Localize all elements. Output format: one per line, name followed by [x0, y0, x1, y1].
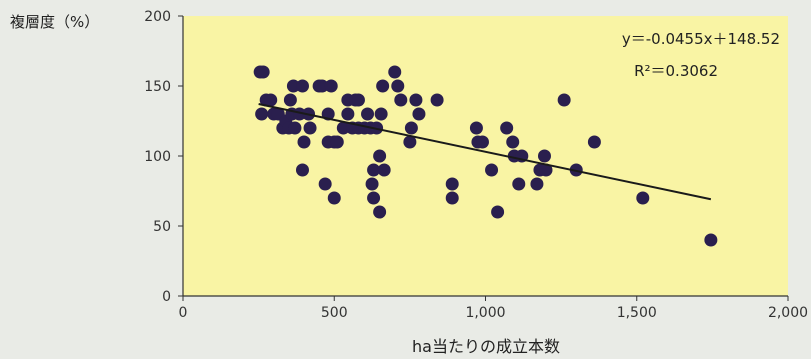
- data-point: [286, 79, 300, 93]
- x-tick-label: 2,000: [768, 305, 808, 321]
- data-point: [374, 107, 388, 121]
- y-tick-label: 50: [153, 219, 171, 235]
- data-point: [367, 163, 381, 177]
- y-tick-label: 0: [162, 289, 171, 305]
- data-point: [255, 107, 269, 121]
- y-tick-label: 150: [144, 79, 171, 95]
- data-point: [537, 149, 551, 163]
- data-point: [365, 177, 379, 191]
- data-point: [318, 177, 332, 191]
- data-point: [373, 205, 387, 219]
- data-point: [394, 93, 408, 107]
- trendline: [258, 103, 712, 201]
- data-point: [430, 93, 444, 107]
- data-point: [530, 177, 544, 191]
- data-point: [491, 205, 505, 219]
- data-point: [391, 79, 405, 93]
- data-point: [445, 177, 459, 191]
- data-point: [445, 191, 459, 205]
- data-point: [506, 135, 520, 149]
- data-point: [469, 121, 483, 135]
- data-point: [412, 107, 426, 121]
- data-point: [587, 135, 601, 149]
- y-axis-title: 複層度（%）: [10, 13, 99, 31]
- x-tick-label: 1,000: [465, 305, 505, 321]
- data-point: [351, 93, 365, 107]
- data-point: [500, 121, 514, 135]
- data-point: [295, 163, 309, 177]
- data-point: [704, 233, 718, 247]
- data-point: [303, 121, 317, 135]
- data-point: [315, 79, 329, 93]
- x-axis-title: ha当たりの成立本数: [412, 337, 560, 356]
- data-point: [324, 79, 338, 93]
- data-point: [330, 135, 344, 149]
- y-tick-label: 200: [144, 9, 171, 25]
- trendline-equation: y＝-0.0455x＋148.52: [622, 30, 780, 48]
- y-tick-label: 100: [144, 149, 171, 165]
- data-point: [361, 107, 375, 121]
- data-point: [404, 121, 418, 135]
- data-point: [373, 149, 387, 163]
- trendline-r2: R²＝0.3062: [634, 62, 718, 80]
- data-point: [295, 79, 309, 93]
- data-point: [512, 177, 526, 191]
- data-point: [485, 163, 499, 177]
- data-point: [475, 135, 489, 149]
- data-point: [403, 135, 417, 149]
- data-point: [557, 93, 571, 107]
- data-point: [636, 191, 650, 205]
- data-point: [283, 93, 297, 107]
- plot-area: [183, 16, 788, 296]
- data-point: [409, 93, 423, 107]
- data-point: [539, 163, 553, 177]
- data-point: [367, 191, 381, 205]
- data-point: [292, 107, 306, 121]
- data-point: [336, 121, 350, 135]
- x-tick-label: 1,500: [617, 305, 657, 321]
- data-point: [388, 65, 402, 79]
- data-point: [297, 135, 311, 149]
- data-point: [327, 191, 341, 205]
- data-point: [377, 163, 391, 177]
- x-tick-label: 0: [179, 305, 188, 321]
- data-point: [256, 65, 270, 79]
- data-point: [288, 121, 302, 135]
- data-point: [264, 93, 278, 107]
- x-tick-label: 500: [321, 305, 348, 321]
- data-point: [376, 79, 390, 93]
- data-point: [341, 107, 355, 121]
